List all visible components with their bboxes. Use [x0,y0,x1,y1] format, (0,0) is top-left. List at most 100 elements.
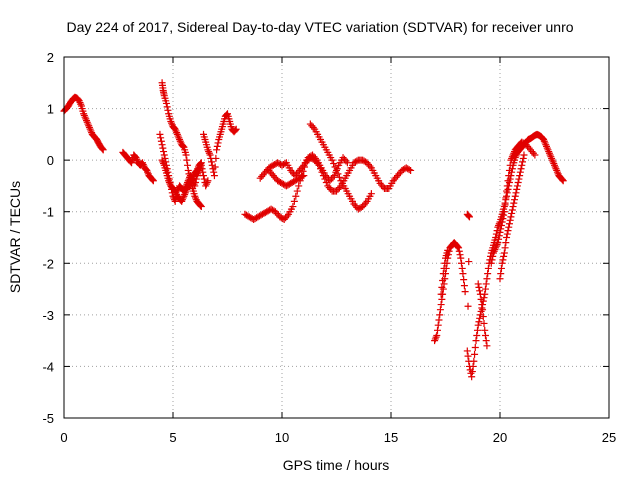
data-point [483,342,491,350]
data-point [132,154,140,162]
data-point [454,243,462,251]
data-point [164,106,172,114]
data-point [474,321,482,329]
data-point [309,123,317,131]
data-point [335,173,343,181]
data-point [548,154,556,162]
data-point [149,176,157,184]
data-point [193,166,201,174]
data-point [171,187,179,195]
data-point [479,306,487,314]
data-point [498,259,506,267]
data-point [431,337,439,345]
data-point [500,249,508,257]
data-point [548,156,556,164]
data-point [480,319,488,327]
data-point [469,362,477,370]
data-point [179,194,187,202]
data-point [160,151,168,159]
data-point [512,189,520,197]
data-point [544,146,552,154]
data-point [165,178,173,186]
data-point [489,252,497,260]
y-axis-label: SDTVAR / TECUs [7,181,23,293]
data-point [171,125,179,133]
data-point [509,203,517,211]
data-point [488,256,496,264]
data-point [202,180,210,188]
data-point [455,244,463,252]
data-point [183,185,191,193]
data-point [508,154,516,162]
data-point [503,234,511,241]
data-point [202,182,210,190]
data-point [173,130,181,138]
data-point [492,242,500,250]
data-point [82,115,90,123]
data-point [513,185,521,193]
y-tick-label: 2 [47,50,54,65]
data-point [495,232,503,240]
data-point [499,256,507,264]
data-point [187,178,195,186]
data-point [212,154,220,162]
data-point [298,163,306,171]
axes: 0 5 10 15 20 25 -5 -4 -3 -2 -1 0 1 2 [42,50,616,445]
data-point [171,197,179,205]
data-point [223,111,231,119]
data-point [197,203,205,211]
data-point [176,136,184,144]
data-point [203,178,211,186]
data-point [214,139,222,147]
data-point [477,307,485,315]
data-point [508,153,516,161]
data-point [540,137,548,145]
data-point [231,126,239,134]
data-point [99,146,107,154]
data-point [81,113,89,121]
data-point [158,141,166,149]
data-point [162,99,170,107]
data-point [471,344,479,352]
data-point [83,118,91,126]
data-point [158,156,166,164]
data-point [464,211,472,219]
data-point [458,264,466,272]
data-point [440,264,448,272]
data-point [343,159,351,167]
data-point [455,247,463,255]
data-point [511,192,519,200]
data-point [553,166,561,174]
data-point [517,165,525,173]
data-point [502,194,510,202]
data-point [507,156,515,164]
data-point [206,151,214,159]
data-point [484,264,492,272]
data-point [504,227,512,235]
data-point [457,254,465,262]
data-point [497,270,505,278]
data-point [199,168,207,176]
data-point [178,196,186,204]
data-point [559,177,567,185]
x-tick-label: 15 [384,430,398,445]
data-point [472,337,480,345]
data-point [437,301,445,309]
data-point [213,146,221,154]
data-point [184,166,192,174]
data-point [456,251,464,259]
data-point [484,270,492,278]
data-point [175,134,183,142]
data-point [481,331,489,339]
data-point [467,369,475,377]
x-axis-label: GPS time / hours [283,457,390,473]
data-point [183,156,191,164]
y-tick-label: 1 [47,102,54,117]
y-tick-label: -2 [42,256,54,271]
data-point [558,176,566,184]
data-point [505,223,513,231]
data-point [518,161,526,169]
data-point [98,144,106,152]
data-point [182,151,190,159]
